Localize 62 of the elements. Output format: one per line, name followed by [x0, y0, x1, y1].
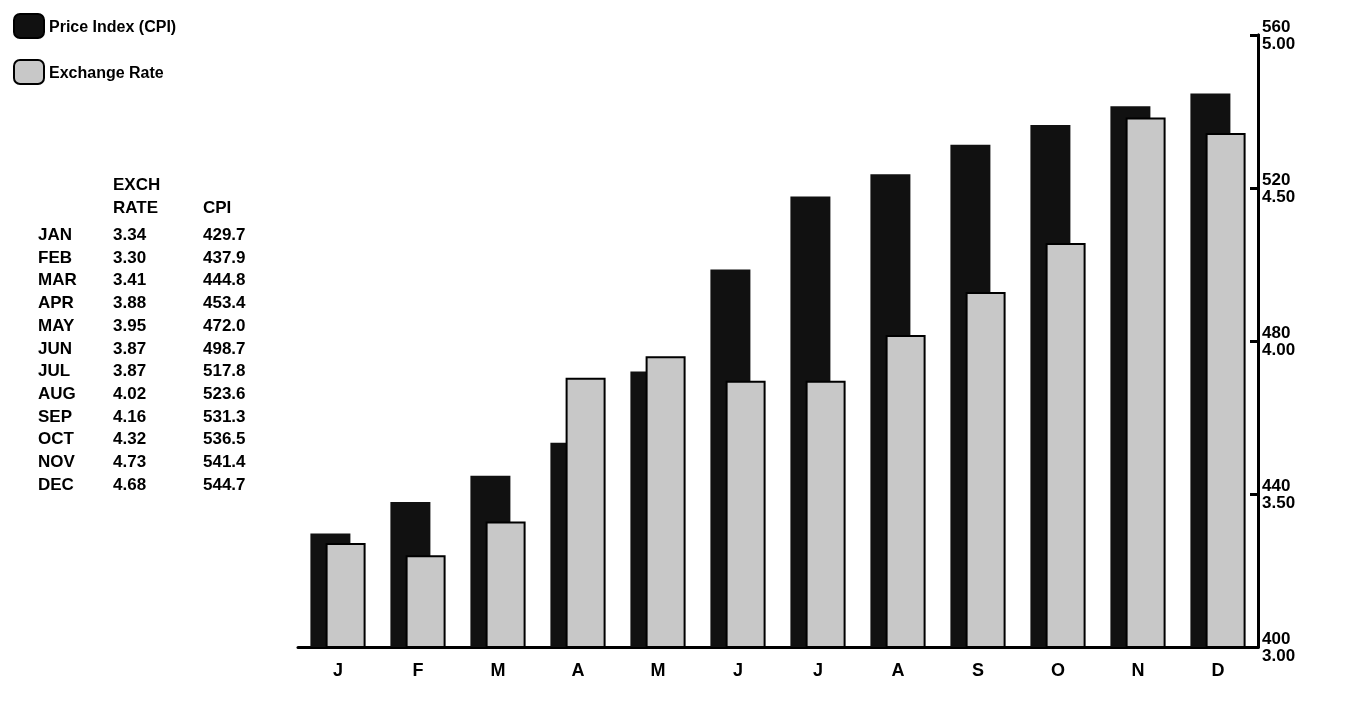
x-tick-label: J: [812, 660, 824, 680]
text: JUL: [38, 360, 71, 383]
text: NOV: [38, 451, 75, 473]
text: 429.7: [203, 224, 246, 246]
y2-tick-label: 3.00: [1262, 646, 1296, 665]
x-tick-label: J: [732, 660, 744, 680]
x-tick-label: S: [971, 660, 985, 680]
text: 531.3: [203, 405, 246, 428]
text: 4.73: [113, 451, 147, 473]
text: 541.4: [203, 451, 246, 473]
legend-label: Exchange Rate: [49, 63, 164, 81]
text: 523.6: [203, 382, 246, 405]
text: 4.32: [113, 428, 147, 451]
text: CPI: [203, 197, 232, 219]
text: 472.0: [203, 314, 246, 337]
text: FEB: [38, 246, 72, 269]
y2-tick-label: 4.00: [1262, 340, 1296, 359]
text: OCT: [38, 428, 74, 451]
text: MAR: [38, 269, 77, 292]
text: 3.88: [113, 292, 147, 315]
text: 3.30: [113, 246, 147, 269]
text: 437.9: [203, 246, 246, 269]
text: 453.4: [203, 292, 246, 315]
text: 4.02: [113, 382, 147, 405]
x-tick-label: M: [650, 660, 666, 680]
y2-tick-label: 4.50: [1262, 187, 1296, 206]
text: 444.8: [203, 269, 246, 292]
text: 498.7: [203, 337, 246, 360]
text: APR: [38, 292, 74, 315]
text: AUG: [38, 382, 76, 405]
x-tick-label: M: [490, 660, 506, 680]
text: 4.16: [113, 405, 147, 428]
x-tick-label: O: [1050, 660, 1066, 680]
text: 3.95: [113, 314, 147, 337]
x-tick-label: D: [1211, 660, 1225, 680]
y-tick-label: 440: [1262, 476, 1291, 495]
y-tick-label: 400: [1262, 629, 1291, 648]
y-tick-label: 560: [1262, 17, 1291, 36]
text: DEC: [38, 473, 74, 496]
y2-tick-label: 5.00: [1262, 34, 1296, 53]
text: 544.7: [203, 473, 246, 496]
x-tick-label: F: [412, 660, 424, 680]
text: 3.87: [113, 337, 147, 360]
text: EXCH RATE: [113, 174, 161, 219]
y-tick-label: 480: [1262, 323, 1291, 342]
x-tick-label: N: [1131, 660, 1145, 680]
text: MAY: [38, 314, 75, 337]
text: 3.41: [113, 269, 147, 292]
legend-label: Price Index (CPI): [49, 17, 177, 35]
y2-tick-label: 3.50: [1262, 493, 1296, 512]
text: JUN: [38, 337, 73, 360]
text: 3.87: [113, 360, 147, 383]
text: 517.8: [203, 360, 246, 383]
text: SEP: [38, 405, 73, 428]
text: 536.5: [203, 428, 246, 451]
y-tick-label: 520: [1262, 170, 1291, 189]
text: 4.68: [113, 473, 147, 496]
x-tick-label: A: [571, 660, 585, 680]
text: JAN: [38, 224, 73, 246]
text: 3.34: [113, 224, 147, 246]
x-tick-label: J: [332, 660, 344, 680]
x-tick-label: A: [891, 660, 905, 680]
